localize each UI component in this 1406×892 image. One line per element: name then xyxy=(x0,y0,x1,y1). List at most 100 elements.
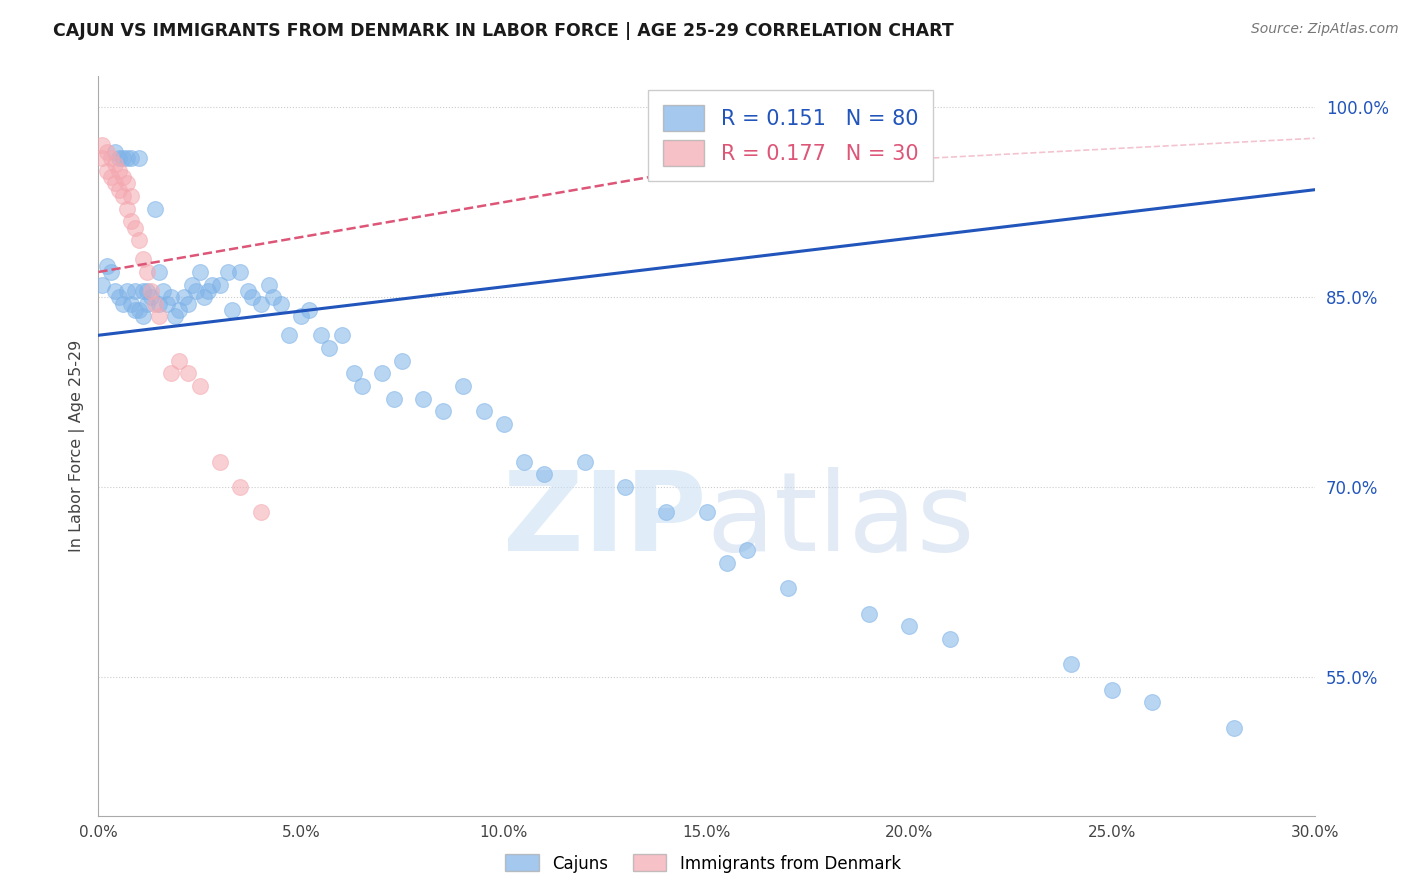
Point xyxy=(533,467,555,482)
Point xyxy=(107,183,129,197)
Point xyxy=(209,277,232,292)
Point xyxy=(1142,695,1164,709)
Point xyxy=(655,505,678,519)
Point xyxy=(257,277,280,292)
Point xyxy=(249,505,271,519)
Y-axis label: In Labor Force | Age 25-29: In Labor Force | Age 25-29 xyxy=(69,340,84,552)
Point xyxy=(124,284,146,298)
Point xyxy=(104,157,127,171)
Text: atlas: atlas xyxy=(707,467,974,574)
Point xyxy=(111,151,134,165)
Point xyxy=(107,151,129,165)
Point xyxy=(120,296,142,310)
Point xyxy=(128,151,150,165)
Point xyxy=(111,170,134,185)
Point xyxy=(311,328,333,343)
Point xyxy=(217,265,239,279)
Point xyxy=(143,296,166,310)
Point xyxy=(115,151,138,165)
Point xyxy=(1060,657,1083,672)
Point xyxy=(188,265,211,279)
Point xyxy=(209,455,232,469)
Point xyxy=(91,277,114,292)
Point xyxy=(614,480,637,494)
Point xyxy=(128,302,150,317)
Point xyxy=(298,302,321,317)
Point xyxy=(104,284,127,298)
Point xyxy=(100,151,122,165)
Point xyxy=(115,177,138,191)
Point xyxy=(100,170,122,185)
Point xyxy=(165,310,187,324)
Point xyxy=(148,310,170,324)
Point xyxy=(91,151,114,165)
Point xyxy=(128,233,150,247)
Point xyxy=(391,353,413,368)
Point xyxy=(120,151,142,165)
Point xyxy=(492,417,515,431)
Point xyxy=(148,296,170,310)
Point xyxy=(96,145,118,159)
Point xyxy=(898,619,921,633)
Point xyxy=(115,202,138,216)
Point xyxy=(132,284,155,298)
Point xyxy=(139,290,162,304)
Point xyxy=(513,455,536,469)
Point xyxy=(104,145,127,159)
Point xyxy=(229,480,252,494)
Point xyxy=(124,302,146,317)
Point xyxy=(290,310,312,324)
Point xyxy=(242,290,264,304)
Point xyxy=(160,290,183,304)
Point xyxy=(152,284,174,298)
Point xyxy=(735,543,758,558)
Point xyxy=(132,252,155,267)
Point xyxy=(412,392,434,406)
Point xyxy=(278,328,301,343)
Point xyxy=(1222,721,1244,735)
Point xyxy=(160,366,183,380)
Point xyxy=(318,341,340,355)
Point xyxy=(136,296,159,310)
Point xyxy=(201,277,224,292)
Point xyxy=(350,379,373,393)
Point xyxy=(132,310,155,324)
Point xyxy=(180,277,202,292)
Point xyxy=(120,214,142,228)
Point xyxy=(169,353,191,368)
Point xyxy=(143,202,166,216)
Point xyxy=(776,582,799,596)
Point xyxy=(104,177,127,191)
Text: Source: ZipAtlas.com: Source: ZipAtlas.com xyxy=(1251,22,1399,37)
Point xyxy=(193,290,215,304)
Point xyxy=(453,379,475,393)
Point xyxy=(270,296,292,310)
Point xyxy=(382,392,405,406)
Point xyxy=(229,265,252,279)
Point xyxy=(173,290,195,304)
Point xyxy=(107,163,129,178)
Point xyxy=(156,296,179,310)
Point xyxy=(115,284,138,298)
Point xyxy=(120,189,142,203)
Point xyxy=(472,404,495,418)
Point xyxy=(371,366,394,380)
Point xyxy=(100,265,122,279)
Point xyxy=(107,290,129,304)
Legend: Cajuns, Immigrants from Denmark: Cajuns, Immigrants from Denmark xyxy=(499,847,907,880)
Point xyxy=(221,302,243,317)
Point xyxy=(939,632,962,646)
Legend: R = 0.151   N = 80, R = 0.177   N = 30: R = 0.151 N = 80, R = 0.177 N = 30 xyxy=(648,90,934,181)
Point xyxy=(176,296,198,310)
Point xyxy=(238,284,260,298)
Point xyxy=(330,328,353,343)
Point xyxy=(184,284,207,298)
Point xyxy=(169,302,191,317)
Point xyxy=(262,290,284,304)
Point xyxy=(197,284,219,298)
Point xyxy=(91,138,114,153)
Point xyxy=(111,296,134,310)
Point xyxy=(124,220,146,235)
Point xyxy=(136,265,159,279)
Point xyxy=(136,284,159,298)
